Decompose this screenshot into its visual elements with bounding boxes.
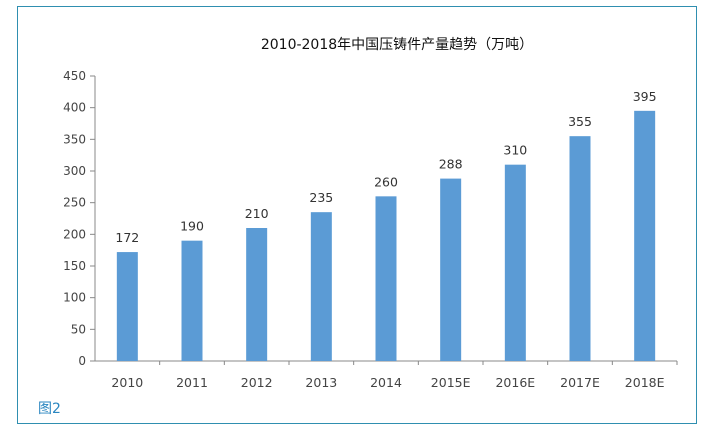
- figure-caption: 图2: [38, 401, 61, 417]
- bar-2015E: [440, 178, 462, 361]
- x-tick-label: 2016E: [495, 375, 535, 390]
- x-tick-label: 2014: [370, 375, 402, 390]
- x-tick-label: 2015E: [431, 375, 471, 390]
- bar-2011: [181, 240, 203, 361]
- y-tick-label: 300: [63, 164, 86, 178]
- x-tick-label: 2012: [241, 375, 273, 390]
- bar-2016E: [504, 164, 526, 361]
- x-tick-label: 2011: [176, 375, 208, 390]
- bar-2013: [310, 212, 332, 361]
- data-label-2013: 235: [309, 190, 333, 205]
- x-tick-label: 2018E: [625, 375, 665, 390]
- y-tick-label: 50: [71, 322, 86, 336]
- data-label-2014: 260: [374, 174, 398, 189]
- x-tick-label: 2010: [111, 375, 143, 390]
- x-tick-label: 2017E: [560, 375, 600, 390]
- bar-2012: [246, 228, 268, 361]
- x-tick-label: 2013: [305, 375, 337, 390]
- y-axis: 0 50 100 150 200 250 300 350 400 450: [63, 69, 96, 368]
- figure-frame: [17, 6, 697, 424]
- y-tick-label: 350: [63, 132, 86, 146]
- bar-2018E: [634, 110, 656, 361]
- x-axis: 2010 2011 2012 2013 2014 2015E 2016E 2017E 2018E: [95, 360, 678, 390]
- y-tick-label: 150: [63, 259, 86, 273]
- y-tick-label: 450: [63, 69, 86, 83]
- data-label-2015E: 288: [439, 157, 463, 172]
- y-tick-label: 250: [63, 196, 86, 210]
- data-label-2011: 190: [180, 219, 204, 234]
- data-label-2016E: 310: [503, 143, 527, 158]
- bars: [116, 110, 656, 361]
- data-label-2017E: 355: [568, 114, 592, 129]
- chart-title: 2010-2018年中国压铸件产量趋势（万吨）: [261, 37, 533, 53]
- y-tick-label: 100: [63, 291, 86, 305]
- data-label-2018E: 395: [633, 89, 657, 104]
- bar-2010: [116, 252, 138, 361]
- y-tick-label: 400: [63, 101, 86, 115]
- data-label-2010: 172: [115, 230, 139, 245]
- data-label-2012: 210: [245, 206, 269, 221]
- y-tick-label: 0: [78, 354, 86, 368]
- data-labels: 172 190 210 235 260 288 310 355 395: [115, 89, 656, 245]
- bar-2014: [375, 196, 397, 361]
- y-tick-label: 200: [63, 227, 86, 241]
- bar-2017E: [569, 136, 591, 361]
